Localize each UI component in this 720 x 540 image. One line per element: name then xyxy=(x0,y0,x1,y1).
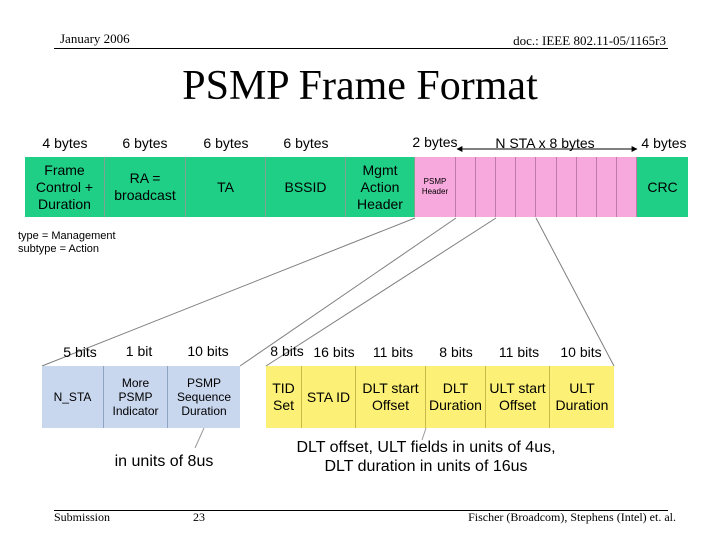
header-doc-id: doc.: IEEE 802.11-05/1165r3 xyxy=(513,33,666,48)
size-label-tid-set: 8 bits xyxy=(270,343,304,359)
field-sta-info-1 xyxy=(456,157,476,217)
field-psmp-header: PSMP Header xyxy=(415,157,456,217)
units-4us-16us-note: DLT offset, ULT fields in units of 4us, … xyxy=(296,439,556,475)
size-label-frame-control: 4 bytes xyxy=(42,135,88,151)
field-sta-info-6 xyxy=(557,157,577,217)
psmp-header-connector-left xyxy=(41,217,416,367)
field-frame-control: Frame Control + Duration xyxy=(25,157,105,217)
units-4us-pointer xyxy=(421,427,427,441)
sta-info-connector-left xyxy=(265,217,497,367)
size-label-sta-id: 16 bits xyxy=(313,344,355,360)
units-8us-pointer xyxy=(194,427,205,449)
psmp-header-connector-right xyxy=(239,217,457,367)
size-label-psmp-seq-duration: 10 bits xyxy=(187,343,229,359)
field-ta: TA xyxy=(186,157,266,217)
field-sta-info-5 xyxy=(536,157,557,217)
size-label-dlt-duration: 8 bits xyxy=(439,344,473,360)
field-mgmt-action-header: Mgmt Action Header xyxy=(346,157,415,217)
field-dlt-duration: DLT Duration xyxy=(426,366,486,428)
field-sta-info-9 xyxy=(617,157,637,217)
field-sta-info-7 xyxy=(577,157,597,217)
field-dlt-start-offset: DLT start Offset xyxy=(356,366,426,428)
field-crc: CRC xyxy=(637,157,688,217)
size-label-psmp-header: 2 bytes xyxy=(412,134,458,150)
header-rule xyxy=(54,48,668,49)
field-sta-info-2 xyxy=(476,157,496,217)
field-n-sta: N_STA xyxy=(42,366,104,428)
footer-authors: Fischer (Broadcom), Stephens (Intel) et.… xyxy=(468,510,676,524)
field-sta-info-4 xyxy=(516,157,536,217)
footer-page-number: 23 xyxy=(193,510,205,524)
field-psmp-sequence-duration: PSMP Sequence Duration xyxy=(168,366,240,428)
field-sta-id: STA ID xyxy=(302,366,356,428)
field-ra: RA = broadcast xyxy=(105,157,186,217)
size-label-more-psmp: 1 bit xyxy=(125,343,153,359)
size-label-n-sta: 5 bits xyxy=(63,344,97,360)
size-label-ult-duration: 10 bits xyxy=(560,344,602,360)
frame-type-note: type = Management subtype = Action xyxy=(18,230,116,255)
field-ult-duration: ULT Duration xyxy=(550,366,614,428)
field-more-psmp-indicator: More PSMP Indicator xyxy=(104,366,168,428)
sta-info-connector-right xyxy=(535,217,615,367)
footer-submission: Submission xyxy=(54,510,111,524)
slide-title: PSMP Frame Format xyxy=(182,63,538,109)
field-ult-start-offset: ULT start Offset xyxy=(486,366,550,428)
field-tid-set: TID Set xyxy=(266,366,302,428)
units-8us-note: in units of 8us xyxy=(114,453,214,470)
field-sta-info-3 xyxy=(496,157,516,217)
field-sta-info-8 xyxy=(597,157,617,217)
header-date: January 2006 xyxy=(60,31,130,46)
size-label-crc: 4 bytes xyxy=(641,135,687,151)
footer-rule xyxy=(54,510,668,511)
size-label-ult-start: 11 bits xyxy=(498,344,540,360)
size-label-dlt-start: 11 bits xyxy=(372,344,414,360)
size-label-ta: 6 bytes xyxy=(203,135,249,151)
size-label-bssid: 6 bytes xyxy=(283,135,329,151)
size-label-ra: 6 bytes xyxy=(122,135,168,151)
field-bssid: BSSID xyxy=(266,157,346,217)
